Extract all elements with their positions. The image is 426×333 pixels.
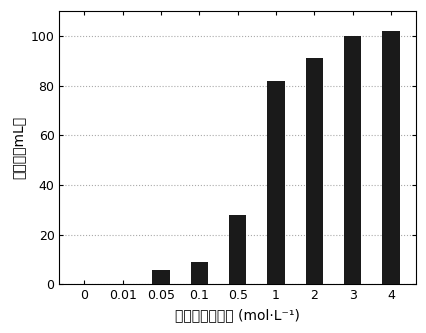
Bar <box>343 36 360 284</box>
Bar <box>305 58 322 284</box>
X-axis label: 氯氧化钓的浓度 (mol·L⁻¹): 氯氧化钓的浓度 (mol·L⁻¹) <box>175 308 299 322</box>
Bar <box>228 215 246 284</box>
Bar <box>190 262 207 284</box>
Bar <box>267 81 284 284</box>
Y-axis label: 产氢量（mL）: 产氢量（mL） <box>11 116 25 179</box>
Bar <box>382 31 399 284</box>
Bar <box>152 269 169 284</box>
